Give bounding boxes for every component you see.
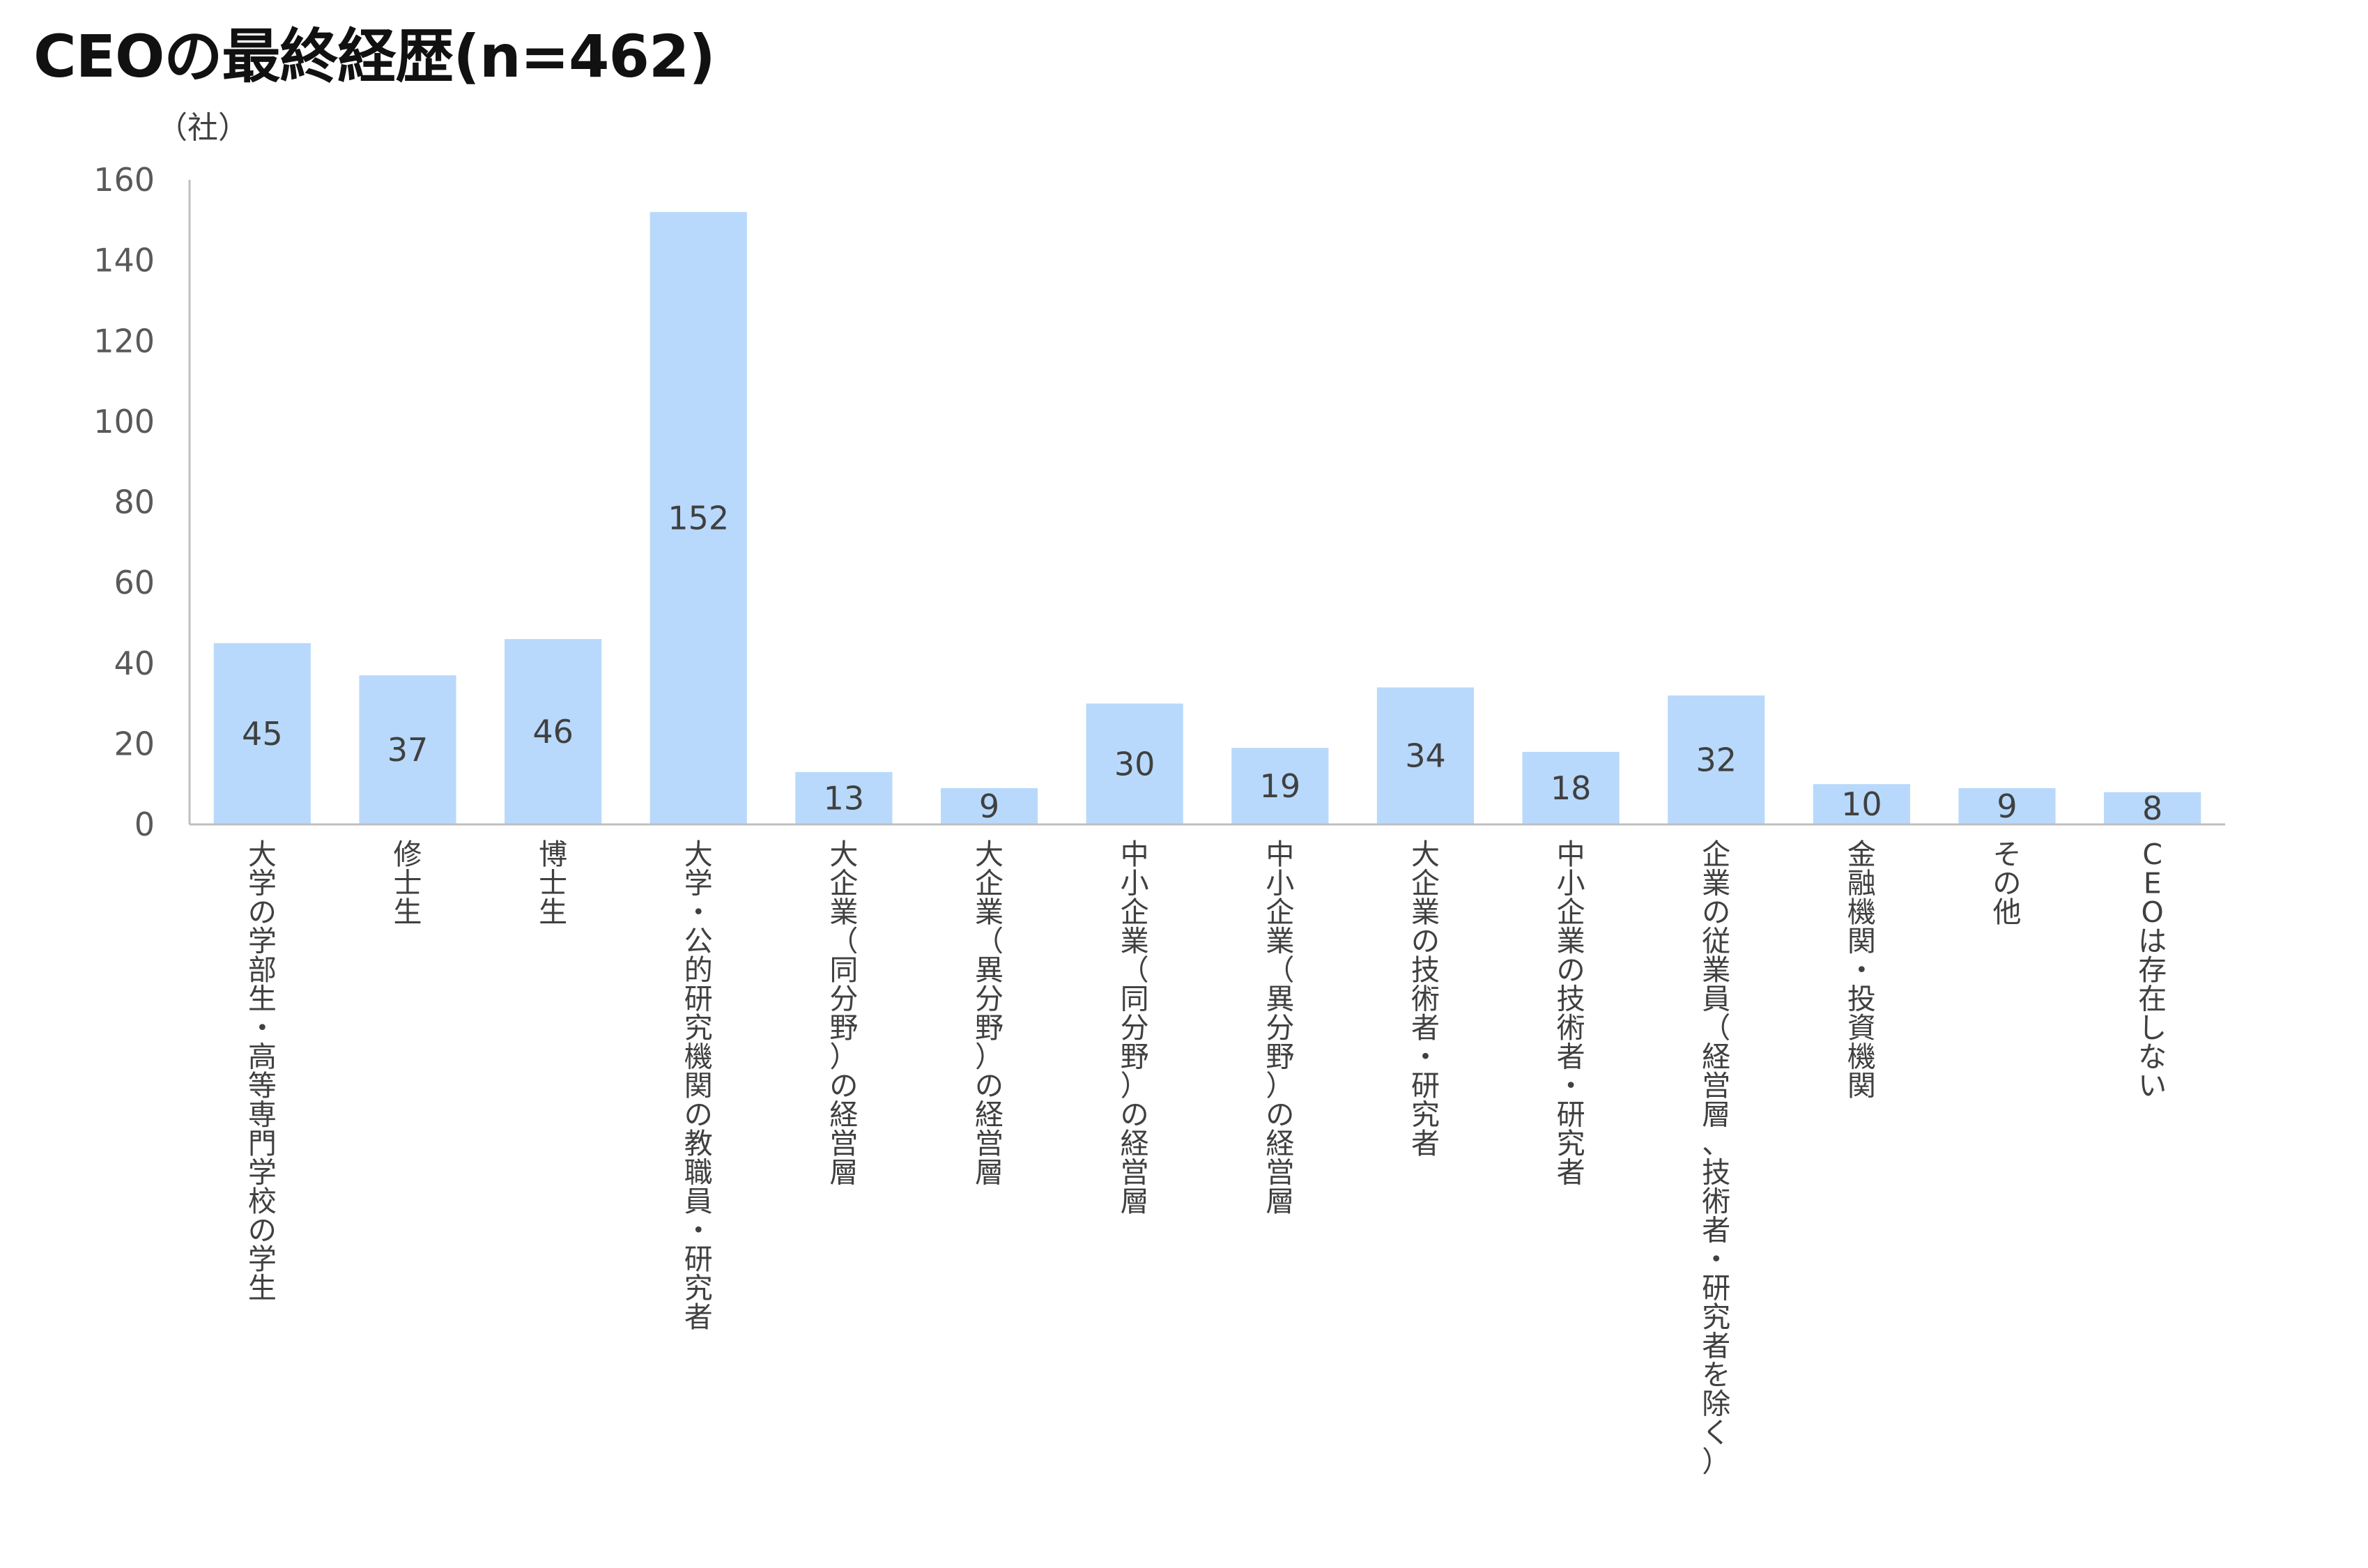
category-label: 大企業（異分野）の経営層	[975, 838, 1004, 1190]
bar-value-label: 9	[1997, 787, 2017, 825]
bar-value-label: 19	[1260, 767, 1301, 805]
category-label: 中小企業（同分野）の経営層	[1121, 838, 1149, 1218]
category-label: 金融機関・投資機関	[1847, 838, 1876, 1102]
bar	[649, 212, 747, 824]
y-tick-label: 20	[114, 725, 155, 762]
category-labels: 大学の学部生・高等専門学校の学生 修士生 博士生 大学・公的研究機関の教職員・研究者 大…	[248, 838, 2167, 1479]
bar-value-label: 9	[979, 787, 999, 825]
bar	[1086, 703, 1183, 824]
category-label: 企業の従業員（経営層、技術者・研究者を除く）	[1702, 838, 1730, 1479]
category-label: 大学の学部生・高等専門学校の学生	[248, 838, 277, 1305]
bar	[940, 787, 1038, 824]
y-tick-label: 160	[93, 161, 155, 199]
category-label: 博士生	[539, 838, 567, 929]
bar-value-label: 30	[1114, 745, 1155, 783]
bar	[359, 675, 456, 824]
y-axis-unit-label: （社）	[157, 110, 249, 146]
bar	[505, 639, 602, 824]
bar-value-label: 32	[1696, 741, 1737, 779]
bar-value-label: 10	[1841, 785, 1882, 823]
bar-value-label: 46	[532, 713, 574, 751]
bar	[1668, 695, 1765, 824]
bar	[795, 771, 893, 824]
bar	[1522, 751, 1620, 824]
category-label: C E O は存在しない	[2138, 838, 2167, 1102]
bar	[213, 643, 311, 824]
bar	[1813, 784, 1910, 824]
y-tick-label: 0	[134, 806, 155, 843]
y-tick-label: 40	[114, 645, 155, 682]
y-axis-ticks: 0 20 40 60 80 100 120 140 160	[93, 161, 155, 843]
data-labels: 45 37 46 152 13 9 30 19 34 18 32 10 9 8	[242, 500, 2162, 827]
bar-value-label: 13	[824, 779, 865, 817]
bar-value-label: 34	[1405, 737, 1446, 775]
y-tick-label: 100	[93, 403, 155, 440]
y-tick-label: 140	[93, 242, 155, 279]
category-label: 中小企業の技術者・研究者	[1557, 838, 1585, 1190]
bar	[1231, 748, 1329, 824]
y-tick-label: 60	[114, 564, 155, 601]
bar-value-label: 8	[2142, 790, 2162, 827]
bar-value-label: 37	[387, 731, 429, 769]
category-label: 中小企業（異分野）の経営層	[1266, 838, 1294, 1218]
bar	[2104, 792, 2201, 824]
y-tick-label: 80	[114, 484, 155, 521]
chart-title: CEOの最終経歴(n=462)	[33, 22, 716, 91]
category-label: その他	[1993, 838, 2022, 929]
bar-value-label: 45	[242, 715, 283, 753]
bars	[213, 212, 2201, 824]
bar	[1958, 787, 2056, 824]
category-label: 大学・公的研究機関の教職員・研究者	[684, 838, 713, 1334]
category-label: 修士生	[393, 838, 422, 929]
bar-value-label: 18	[1551, 769, 1592, 807]
category-label: 大企業（同分野）の経営層	[829, 838, 858, 1190]
category-label: 大企業の技術者・研究者	[1411, 838, 1440, 1160]
y-tick-label: 120	[93, 322, 155, 360]
bar-value-label: 152	[668, 500, 729, 537]
bar	[1376, 687, 1475, 824]
